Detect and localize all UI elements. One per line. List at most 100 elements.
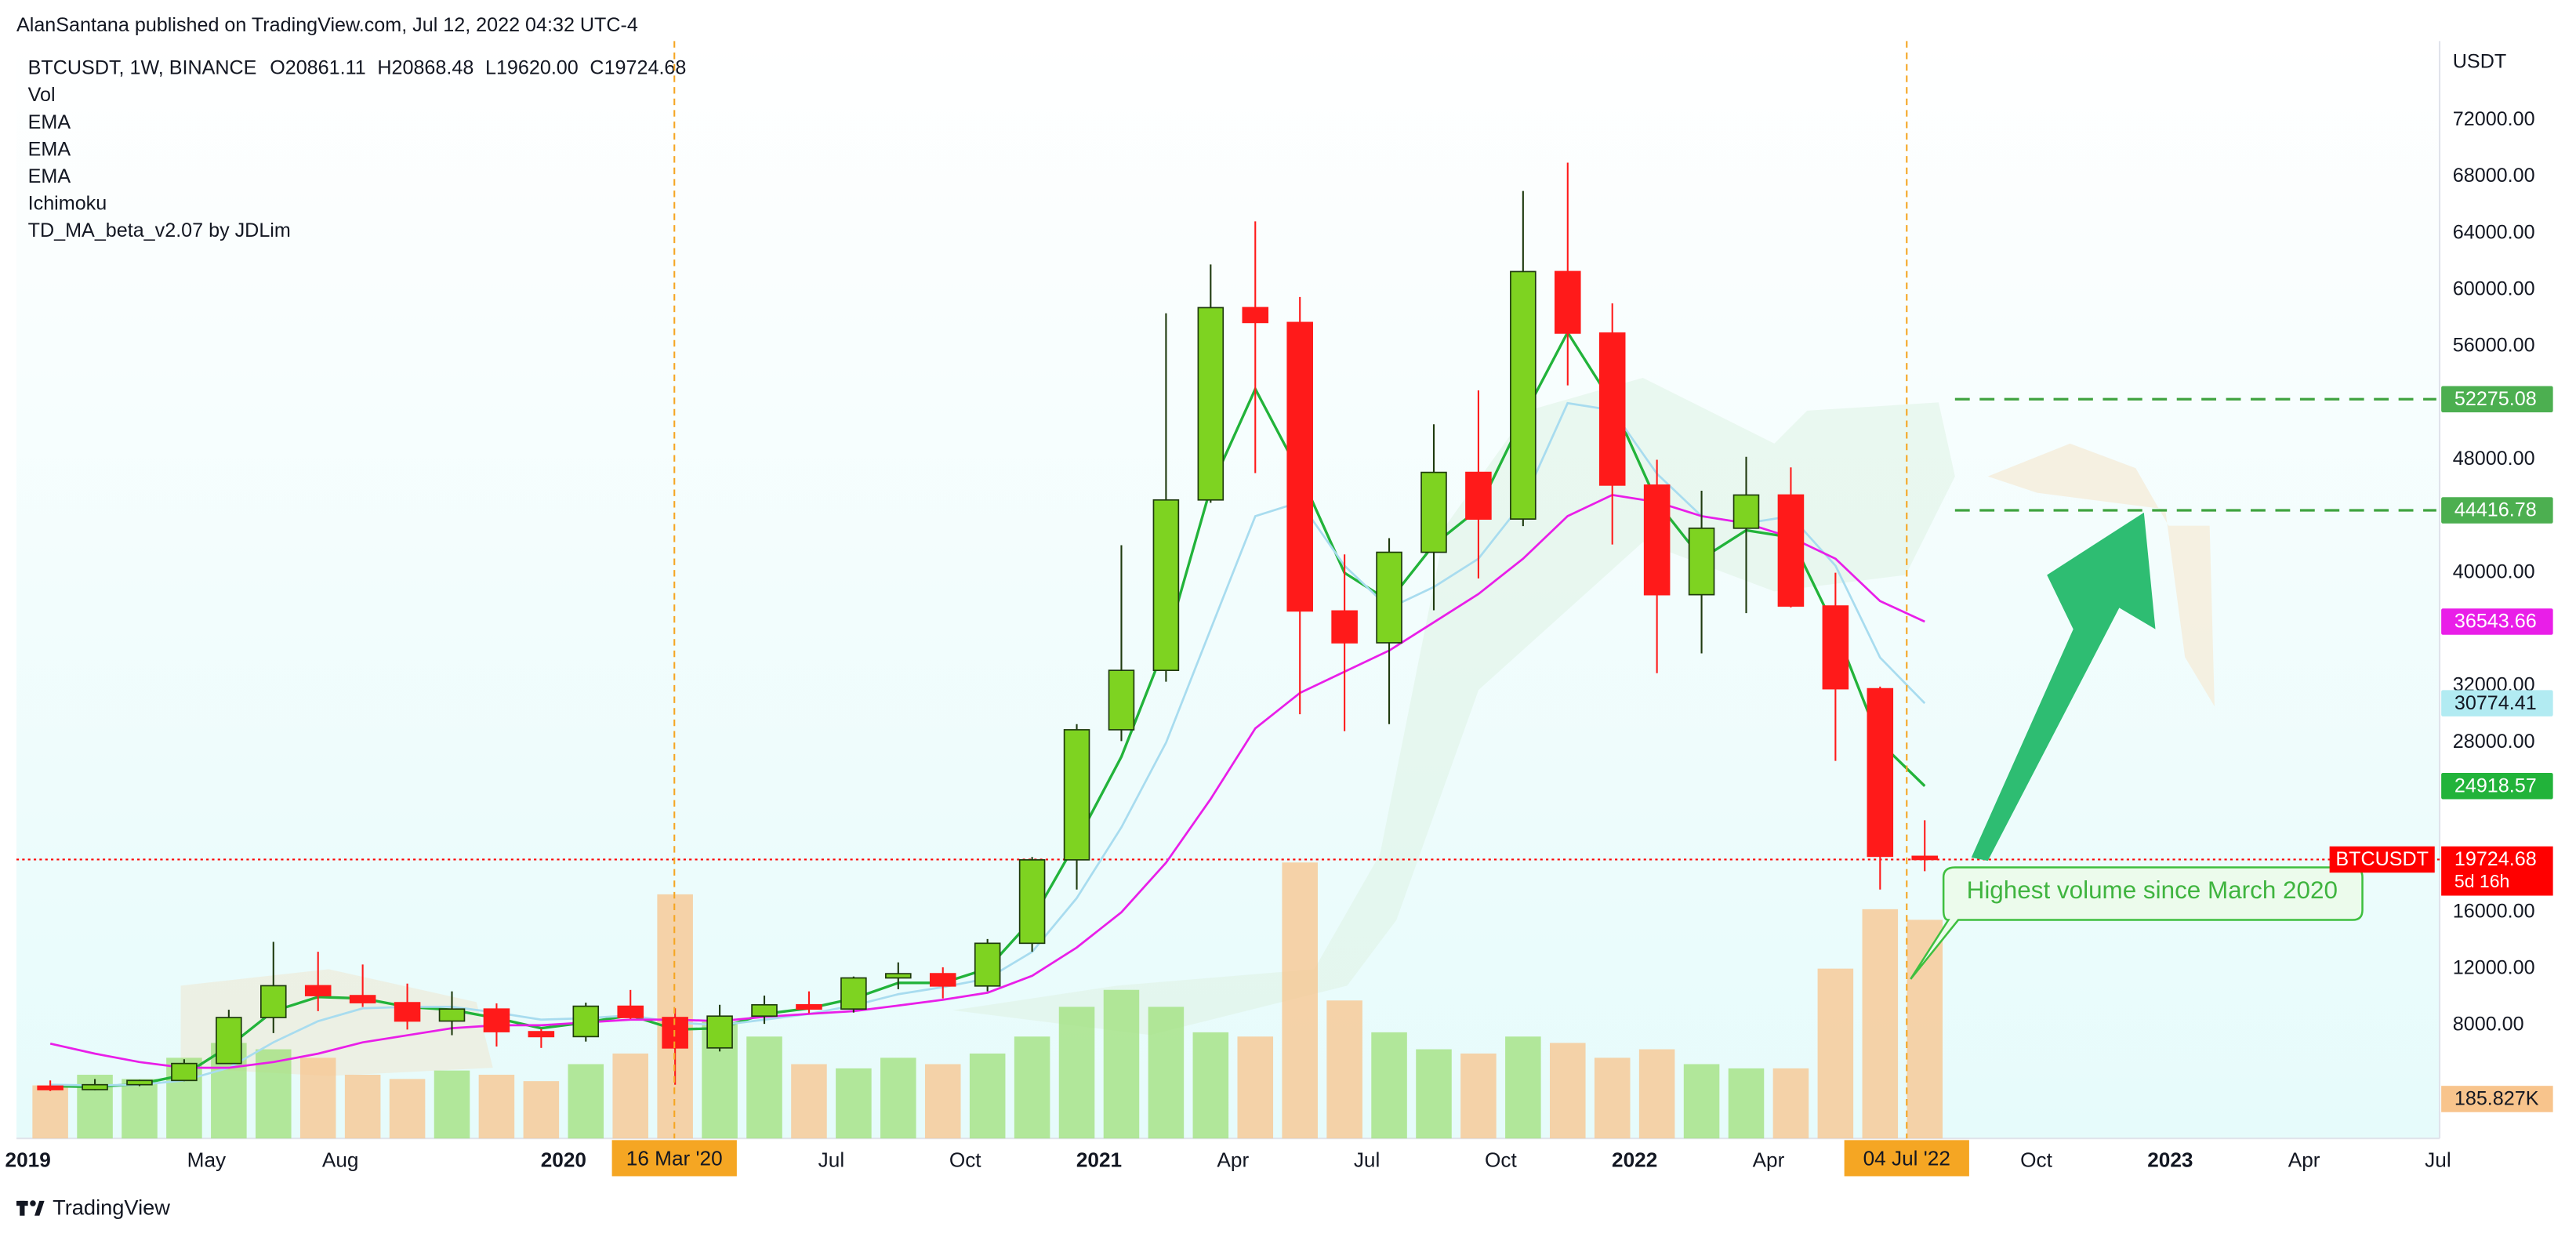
legend-indicator: EMA (28, 111, 71, 133)
pane-background (16, 41, 2440, 1139)
candle-body (394, 1002, 421, 1022)
arrow (1971, 512, 2156, 862)
candle-body (1420, 471, 1447, 553)
marker-label-box (1844, 1140, 1969, 1177)
volume-bar (1192, 1032, 1229, 1139)
volume-bar (299, 1057, 336, 1139)
y-tick-label: 56000.00 (2453, 335, 2535, 357)
volume-bar (1817, 968, 1854, 1139)
volume-bar (1862, 909, 1899, 1139)
candle-body (974, 942, 1001, 987)
candle-body (304, 985, 332, 996)
candle-body (751, 1003, 778, 1018)
marker-label-box (611, 1140, 737, 1177)
legend-symbol: BTCUSDT, 1W, BINANCE (28, 57, 257, 79)
volume-bar (1460, 1053, 1497, 1139)
volume-bar (32, 1085, 68, 1139)
legend-indicator: EMA (28, 138, 71, 160)
volume-bar (1550, 1043, 1586, 1139)
volume-bar (1014, 1036, 1050, 1139)
legend-indicator: Ichimoku (28, 193, 107, 215)
volume-bar (1103, 989, 1140, 1139)
x-tick-label: Jul (818, 1148, 844, 1172)
x-tick-label: May (187, 1148, 227, 1172)
y-tick-label: 72000.00 (2453, 108, 2535, 130)
volume-bar (1907, 920, 1943, 1139)
candle-body (37, 1085, 63, 1090)
legend-indicator: Vol (28, 84, 56, 106)
countdown: 5d 16h (2454, 871, 2510, 891)
volume-bar (1505, 1036, 1541, 1139)
candle-body (260, 985, 287, 1018)
published: AlanSantana published on TradingView.com… (16, 14, 638, 36)
y-tick-label: 60000.00 (2453, 278, 2535, 300)
y-tick-label: 28000.00 (2453, 731, 2535, 753)
candle-body (126, 1079, 153, 1086)
volume-bar (612, 1053, 649, 1139)
logo-part (20, 1200, 25, 1216)
legend-ohlc: C19724.68 (590, 57, 686, 79)
price-tag: 24918.57 (2454, 774, 2537, 796)
marker-label: 04 Jul '22 (1863, 1146, 1950, 1170)
volume-bar (122, 1079, 158, 1139)
volume-bar (746, 1036, 782, 1139)
candle-body (1598, 332, 1626, 486)
volume-bar (389, 1079, 426, 1139)
candle-body (438, 1008, 466, 1022)
price-tag: 30774.41 (2454, 692, 2537, 714)
volume-bar (924, 1064, 961, 1139)
x-tick-label: Jul (2425, 1148, 2451, 1172)
volume-bar (1148, 1007, 1185, 1139)
legend-indicator: EMA (28, 165, 71, 187)
volume-bar (1728, 1068, 1765, 1139)
candle-body (1911, 855, 1939, 861)
candle-body (885, 973, 912, 979)
y-tick-label: 12000.00 (2453, 956, 2535, 978)
annotation-text: Highest volume since March 2020 (1967, 876, 2338, 904)
volume-bar (523, 1081, 560, 1139)
volume-bar (1594, 1057, 1631, 1139)
x-tick-label: Apr (2288, 1148, 2320, 1172)
volume-bar (836, 1068, 872, 1139)
volume-bar (1237, 1036, 1274, 1139)
x-tick-label: 2023 (2147, 1148, 2193, 1172)
candle-body (1242, 307, 1269, 324)
volume-bar (568, 1064, 604, 1139)
volume-tag-box (2441, 1086, 2553, 1112)
plot-layer (16, 162, 2440, 1139)
volume-bar (344, 1075, 381, 1139)
price-tag-box (2441, 386, 2553, 413)
candle-body (1732, 494, 1760, 529)
footer-logo (16, 1200, 45, 1216)
candle-body (1643, 484, 1671, 596)
price-tag: 52275.08 (2454, 388, 2537, 410)
volume-bar (1282, 862, 1318, 1139)
current-price: 19724.68 (2454, 848, 2537, 870)
candle-body (1777, 494, 1805, 607)
candle-body (1286, 321, 1313, 612)
price-unit: USDT (2453, 50, 2506, 72)
candle-body (1376, 551, 1402, 644)
legend-indicator: TD_MA_beta_v2.07 by JDLim (28, 219, 291, 241)
symbol-tag-box (2329, 846, 2435, 873)
x-tick-label: Jul (1354, 1148, 1380, 1172)
candle-body (171, 1062, 198, 1082)
y-tick-label: 16000.00 (2453, 900, 2535, 922)
candle-body (929, 973, 956, 987)
price-tag-box (2441, 690, 2553, 716)
volume-tag: 185.827K (2454, 1088, 2539, 1110)
x-tick-label: 2020 (541, 1148, 586, 1172)
x-tick-label: Apr (1217, 1148, 1249, 1172)
marker-label: 16 Mar '20 (626, 1146, 723, 1170)
price-tag-box (2441, 608, 2553, 635)
volume-bar (434, 1070, 470, 1139)
candle-body (216, 1017, 242, 1065)
logo-part (34, 1200, 45, 1216)
time-axis-background (0, 1138, 2576, 1237)
candle-body (1108, 669, 1135, 731)
candle-body (1197, 307, 1225, 501)
price-tag: 44416.78 (2454, 499, 2537, 521)
cloud (1987, 443, 2215, 707)
candle-body (1688, 528, 1715, 596)
